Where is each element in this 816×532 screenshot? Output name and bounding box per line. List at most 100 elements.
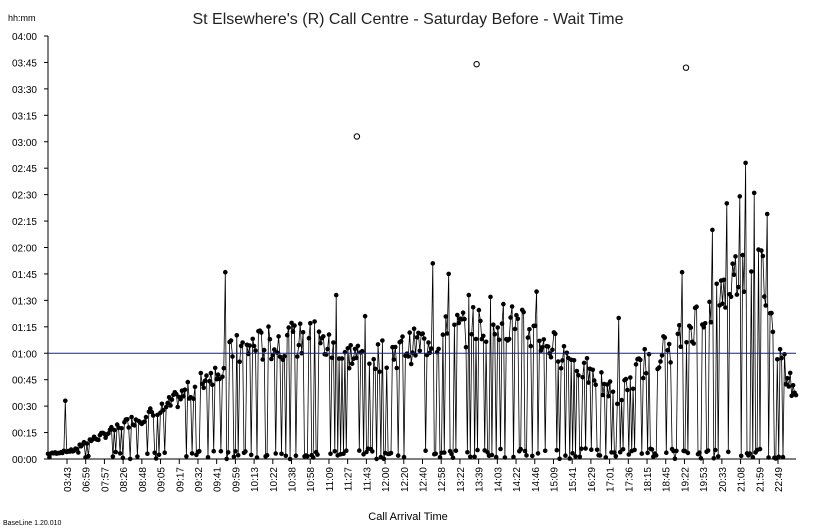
data-point bbox=[398, 339, 404, 344]
data-point bbox=[483, 339, 489, 345]
data-point bbox=[527, 327, 532, 332]
data-point bbox=[198, 370, 204, 376]
data-point bbox=[738, 453, 744, 459]
data-point bbox=[408, 361, 414, 367]
data-point bbox=[632, 447, 637, 453]
data-point bbox=[394, 365, 400, 371]
data-point bbox=[359, 348, 365, 354]
data-point bbox=[142, 419, 147, 424]
data-point bbox=[707, 299, 712, 305]
data-point bbox=[731, 272, 737, 278]
data-point bbox=[498, 446, 503, 452]
data-point bbox=[377, 369, 382, 375]
data-point bbox=[212, 365, 218, 371]
x-tick-label: 12:20 bbox=[400, 467, 411, 492]
data-point bbox=[221, 365, 227, 371]
data-point bbox=[370, 449, 375, 454]
x-tick-label: 12:40 bbox=[419, 467, 430, 492]
data-point bbox=[766, 455, 771, 460]
data-point bbox=[240, 340, 245, 345]
y-tick-label: 00:15 bbox=[12, 429, 37, 440]
data-point bbox=[470, 305, 476, 310]
data-point bbox=[374, 456, 379, 462]
data-point bbox=[713, 447, 718, 453]
data-point bbox=[579, 446, 584, 452]
data-point bbox=[606, 393, 611, 399]
data-point bbox=[250, 336, 255, 342]
data-point bbox=[496, 337, 502, 343]
data-point bbox=[610, 389, 616, 395]
data-point bbox=[191, 396, 196, 402]
data-point bbox=[127, 456, 133, 462]
data-point bbox=[329, 355, 335, 361]
data-point bbox=[626, 452, 632, 457]
data-point bbox=[642, 346, 647, 352]
x-tick-label: 19:53 bbox=[699, 467, 710, 492]
data-point bbox=[185, 379, 191, 385]
data-point bbox=[125, 417, 130, 422]
data-point bbox=[613, 454, 619, 459]
data-point bbox=[589, 447, 594, 453]
data-point bbox=[659, 353, 665, 358]
x-tick-label: 11:09 bbox=[325, 467, 336, 492]
x-tick-label: 07:57 bbox=[100, 467, 111, 492]
data-point bbox=[607, 379, 613, 384]
data-point bbox=[511, 454, 516, 460]
data-point bbox=[747, 451, 753, 456]
data-point bbox=[779, 355, 784, 361]
data-point bbox=[344, 448, 349, 454]
data-point bbox=[290, 329, 296, 335]
data-point bbox=[120, 455, 126, 461]
data-point bbox=[664, 450, 669, 456]
data-point bbox=[400, 334, 405, 339]
data-point bbox=[211, 448, 216, 454]
data-point bbox=[204, 373, 209, 378]
data-point bbox=[202, 378, 208, 384]
data-point bbox=[225, 450, 231, 455]
data-point bbox=[599, 370, 604, 375]
data-point bbox=[679, 269, 685, 275]
data-point bbox=[269, 356, 274, 362]
data-point bbox=[630, 386, 636, 392]
data-point bbox=[522, 448, 528, 454]
data-point bbox=[770, 329, 776, 335]
data-point bbox=[492, 331, 498, 337]
data-point bbox=[47, 455, 52, 460]
y-tick-label: 02:30 bbox=[12, 191, 37, 202]
data-point bbox=[260, 357, 266, 362]
data-point bbox=[143, 414, 149, 420]
data-point bbox=[649, 447, 655, 452]
data-point bbox=[705, 448, 711, 453]
data-point bbox=[267, 336, 273, 342]
data-point bbox=[590, 367, 596, 373]
data-point bbox=[591, 378, 597, 383]
data-point bbox=[762, 294, 767, 299]
data-point bbox=[248, 452, 254, 458]
data-point bbox=[305, 454, 310, 459]
data-point bbox=[603, 455, 609, 460]
data-point bbox=[189, 451, 195, 456]
outlier-point bbox=[682, 64, 690, 71]
data-point bbox=[152, 450, 157, 456]
data-point bbox=[619, 397, 624, 403]
data-point bbox=[145, 451, 150, 457]
data-point bbox=[478, 318, 483, 324]
x-tick-label: 13:22 bbox=[456, 467, 467, 492]
data-point bbox=[410, 350, 415, 355]
x-tick-label: 14:03 bbox=[493, 467, 504, 492]
data-point bbox=[580, 374, 585, 380]
data-point bbox=[161, 407, 166, 413]
data-point bbox=[110, 454, 116, 459]
data-point bbox=[489, 452, 495, 458]
data-point bbox=[300, 330, 306, 335]
data-point bbox=[279, 451, 284, 457]
data-point bbox=[453, 448, 459, 454]
data-point bbox=[597, 453, 603, 458]
data-point bbox=[169, 397, 175, 402]
data-point bbox=[509, 304, 515, 309]
data-point bbox=[292, 323, 297, 328]
data-point bbox=[380, 338, 385, 343]
data-point bbox=[235, 453, 241, 458]
data-point bbox=[326, 332, 332, 337]
x-tick-label: 10:58 bbox=[306, 467, 317, 492]
